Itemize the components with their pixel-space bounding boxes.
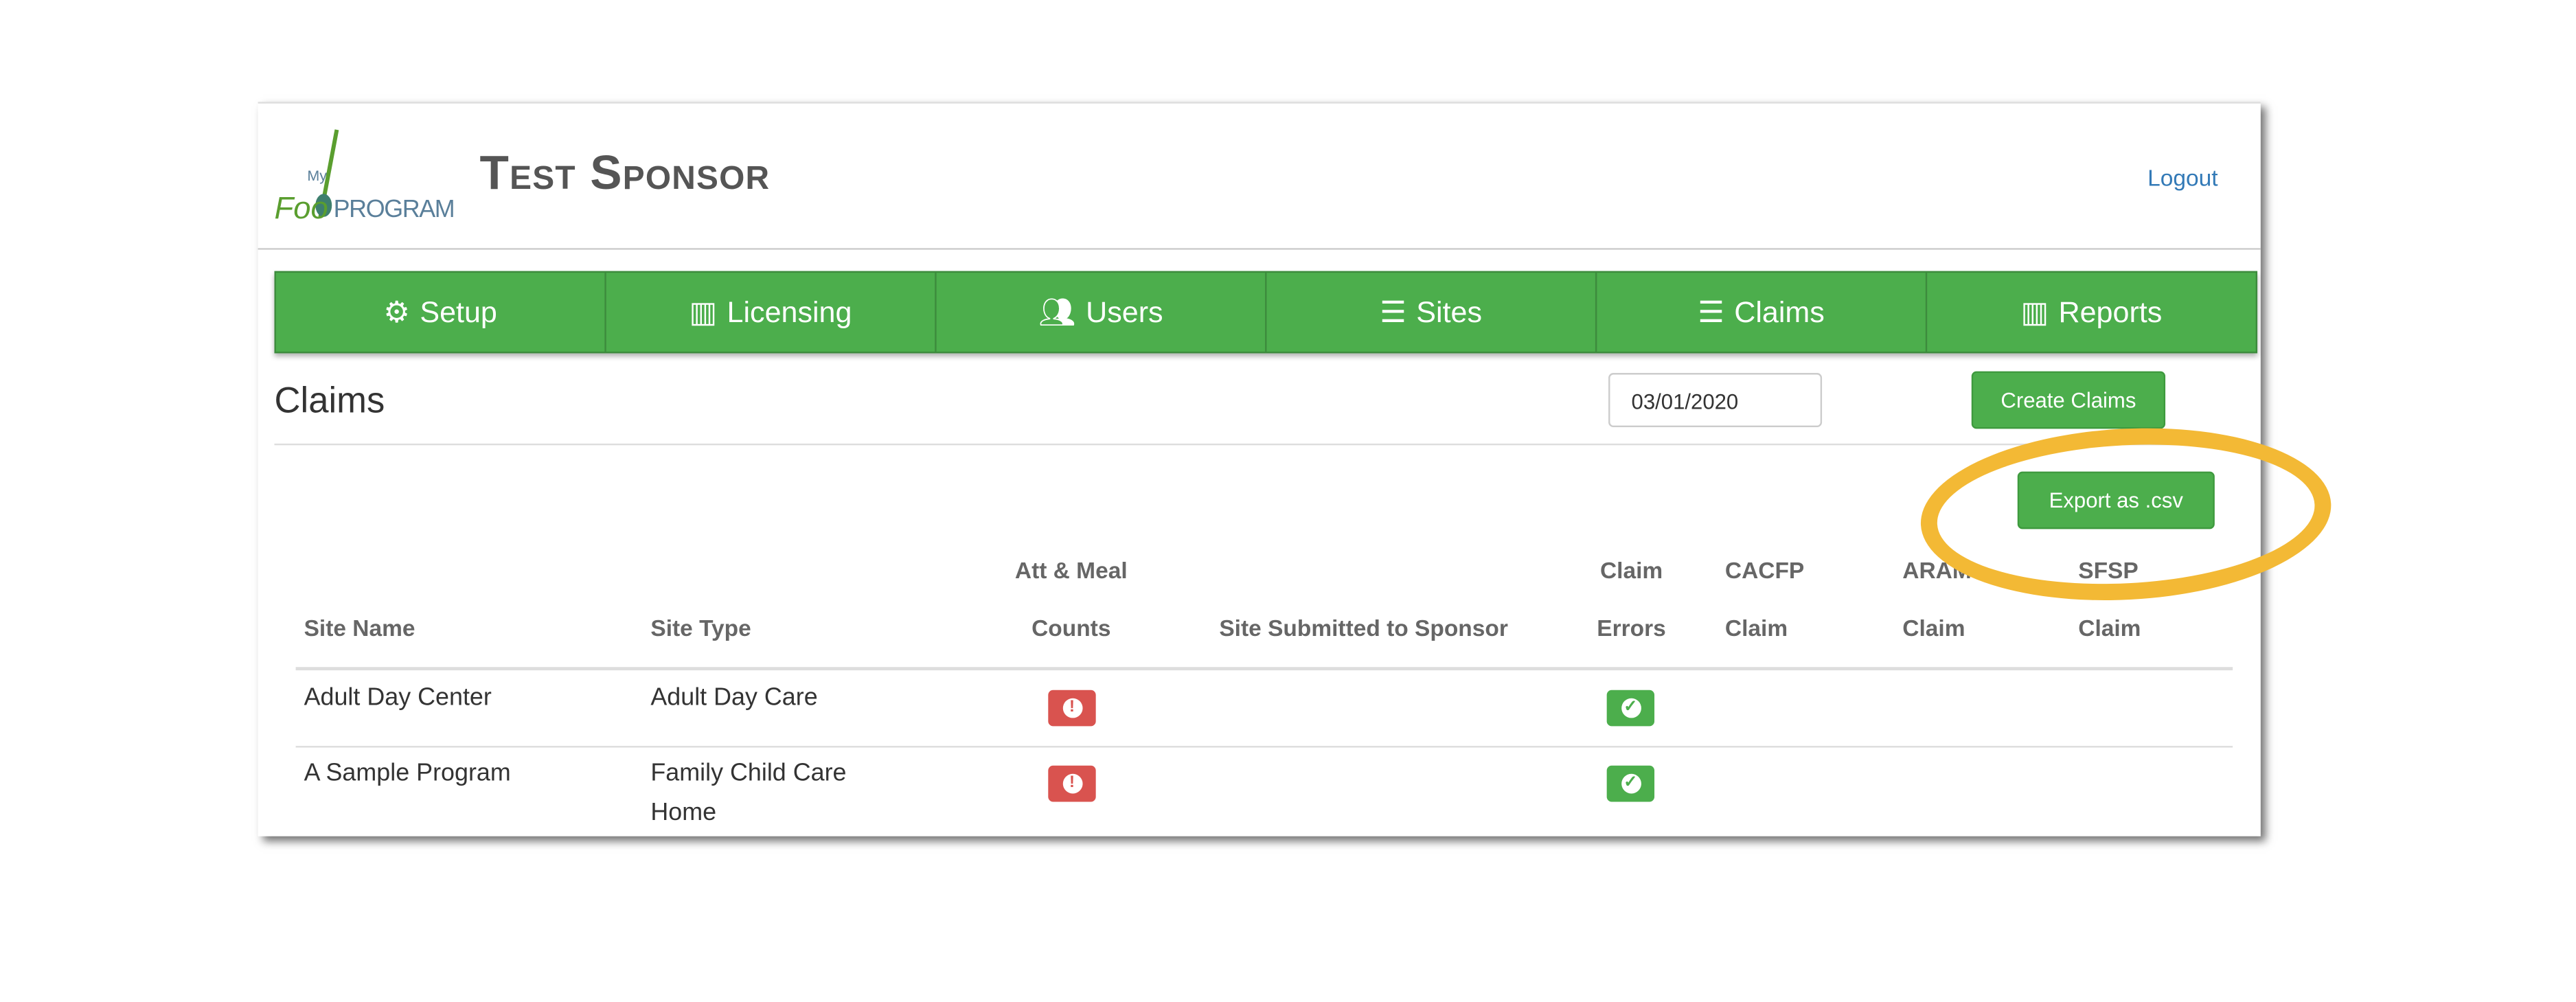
cell-site-name: A Sample Program [304, 759, 511, 787]
gears-icon: ⚙ [383, 295, 410, 328]
svg-text:PROGRAM: PROGRAM [334, 195, 455, 223]
svg-text:My: My [307, 168, 327, 184]
error-badge[interactable]: ! [1048, 765, 1096, 802]
col-header-aram-2: Claim [1902, 614, 1965, 641]
col-header-errors-1: Claim [1599, 556, 1663, 584]
nav-setup[interactable]: ⚙ Setup [276, 273, 606, 352]
export-csv-button[interactable]: Export as .csv [2017, 471, 2215, 530]
col-header-errors-2: Errors [1597, 614, 1666, 641]
cell-site-type-cont: Home [650, 798, 717, 827]
exclamation-icon: ! [1062, 773, 1082, 794]
error-badge[interactable]: ! [1048, 690, 1096, 727]
bar-chart-icon: ▥ [2020, 295, 2049, 328]
cell-site-name: Adult Day Center [304, 683, 492, 711]
cell-site-type: Family Child Care [650, 759, 847, 787]
main-nav: ⚙ Setup ▥ Licensing 👥︎ Users ☰ Sites ☰ Claims… [274, 271, 2258, 354]
nav-claims[interactable]: ☰ Claims [1597, 273, 1928, 352]
col-header-site-name: Site Name [304, 614, 415, 641]
logo: My Foo PROGRAM [271, 126, 460, 233]
nav-sites[interactable]: ☰ Sites [1266, 273, 1597, 352]
col-header-cacfp-1: CACFP [1724, 556, 1805, 584]
nav-licensing[interactable]: ▥ Licensing [606, 273, 937, 352]
svg-text:Foo: Foo [275, 190, 328, 225]
divider [274, 443, 2253, 446]
col-header-aram-1: ARAM [1902, 556, 1972, 584]
header-divider [295, 667, 2233, 671]
col-header-cacfp-2: Claim [1724, 614, 1788, 641]
app-panel: My Foo PROGRAM Test Sponsor Logout ⚙ Setu… [258, 102, 2336, 836]
date-input[interactable]: 03/01/2020 [1608, 373, 1823, 427]
nav-reports[interactable]: ▥ Reports [1927, 273, 2255, 352]
row-divider [295, 746, 2233, 748]
nav-users[interactable]: 👥︎ Users [937, 273, 1267, 352]
section-heading: Claims [274, 379, 385, 421]
cell-site-type: Adult Day Care [650, 683, 818, 711]
users-icon: 👥︎ [1038, 295, 1076, 328]
col-header-counts-1: Att & Meal [1014, 556, 1128, 584]
logout-link[interactable]: Logout [2147, 164, 2218, 191]
col-header-sfsp-2: Claim [2078, 614, 2141, 641]
ok-badge[interactable]: ✓ [1606, 765, 1655, 802]
list-icon: ☰ [1380, 295, 1406, 328]
bar-chart-icon: ▥ [689, 295, 718, 328]
check-icon: ✓ [1621, 773, 1641, 794]
check-icon: ✓ [1621, 698, 1641, 718]
col-header-counts-2: Counts [1031, 614, 1111, 641]
col-header-site-type: Site Type [650, 614, 751, 641]
col-header-sfsp-1: SFSP [2078, 556, 2139, 584]
exclamation-icon: ! [1062, 698, 1082, 718]
create-claims-button[interactable]: Create Claims [1971, 371, 2166, 429]
page-title: Test Sponsor [479, 148, 771, 201]
col-header-submitted: Site Submitted to Sponsor [1219, 614, 1508, 641]
divider [258, 248, 2261, 250]
ok-badge[interactable]: ✓ [1606, 690, 1655, 727]
list-icon: ☰ [1698, 295, 1724, 328]
